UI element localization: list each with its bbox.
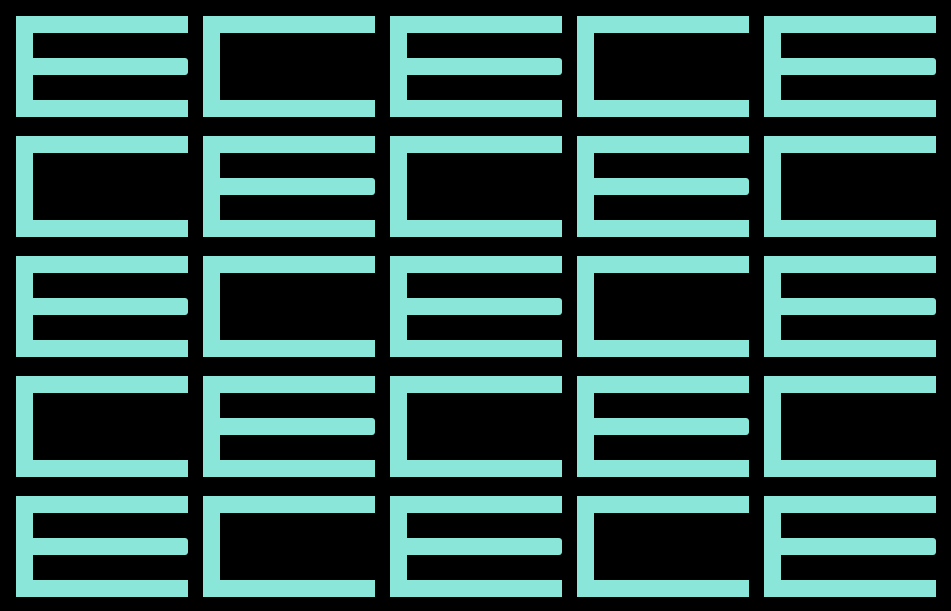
- glyph-c: [577, 16, 749, 117]
- glyph-e: [390, 256, 562, 357]
- glyph-c: [577, 496, 749, 597]
- glyph-c: [203, 256, 375, 357]
- glyph-c: [764, 136, 936, 237]
- glyph-e: [203, 136, 375, 237]
- glyph-c: [16, 136, 188, 237]
- glyph-c: [390, 136, 562, 237]
- glyph-e: [390, 496, 562, 597]
- glyph-e: [764, 256, 936, 357]
- glyph-e: [16, 496, 188, 597]
- glyph-e: [16, 16, 188, 117]
- glyph-c: [764, 376, 936, 477]
- glyph-e: [577, 136, 749, 237]
- glyph-c: [203, 496, 375, 597]
- glyph-c: [577, 256, 749, 357]
- glyph-e: [390, 16, 562, 117]
- glyph-c: [203, 16, 375, 117]
- glyph-e: [577, 376, 749, 477]
- glyph-e: [203, 376, 375, 477]
- glyph-c: [16, 376, 188, 477]
- glyph-e: [764, 16, 936, 117]
- glyph-c: [390, 376, 562, 477]
- glyph-e: [16, 256, 188, 357]
- glyph-e: [764, 496, 936, 597]
